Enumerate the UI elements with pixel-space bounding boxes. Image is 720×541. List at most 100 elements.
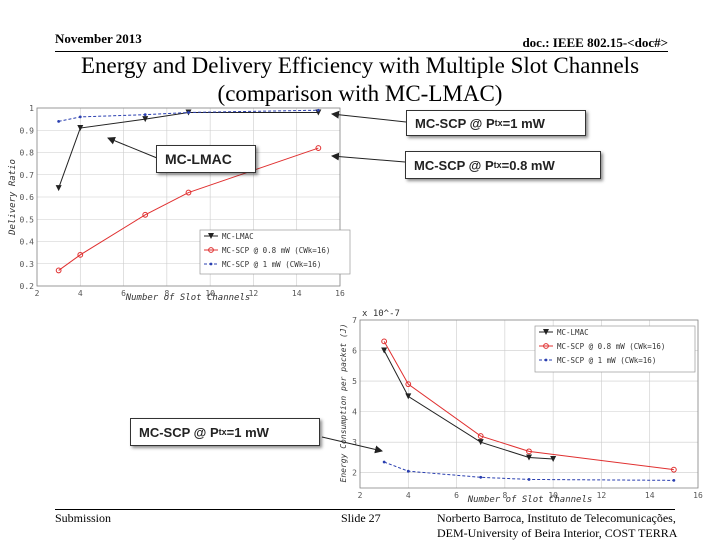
- y-tick-label: 0.8: [20, 149, 35, 158]
- series-line-scp-08mw: [58, 147, 319, 271]
- energy-ylabel: Energy Consumption per packet (J): [339, 324, 348, 483]
- x-tick-label: 8: [164, 289, 169, 298]
- legend-marker-lmac: [208, 233, 214, 239]
- header-doc-id: doc.: IEEE 802.15-<doc#>: [522, 35, 668, 50]
- y-tick-label: 0.6: [20, 193, 35, 202]
- series-line-scp-1mw: [383, 461, 674, 481]
- legend-marker-scp-1mw: [544, 358, 548, 362]
- data-point-scp-1mw: [382, 460, 386, 464]
- y-tick-label: 1: [29, 104, 34, 113]
- x-tick-label: 8: [502, 491, 507, 500]
- x-tick-label: 6: [121, 289, 126, 298]
- x-tick-label: 12: [249, 289, 259, 298]
- data-point-scp-1mw: [527, 478, 531, 481]
- delivery-xlabel: Number of Slot Channels: [125, 293, 251, 303]
- legend-marker-lmac: [543, 329, 549, 335]
- data-point-lmac: [315, 109, 322, 116]
- header-rule: [55, 51, 668, 52]
- data-point-scp-1mw: [78, 115, 82, 119]
- data-point-scp-08mw: [77, 251, 84, 258]
- data-point-lmac: [381, 347, 388, 354]
- energy-xlabel: Number of Slot Channels: [467, 495, 593, 505]
- delivery-ratio-chart: 2 4 6 8 10 12 14 16 0.2 0.3 0.4 0.5 0.6 0.7 0.8 0.9 1 MC…: [8, 104, 351, 303]
- y-tick-label: 3: [352, 438, 357, 447]
- y-tick-label: 7: [352, 316, 357, 325]
- delivery-ylabel: Delivery Ratio: [8, 159, 18, 236]
- data-point-scp-1mw: [143, 113, 147, 117]
- legend-label-scp-1mw: MC-SCP @ 1 mW (CWk=16): [222, 260, 321, 269]
- x-tick-label: 10: [205, 289, 215, 298]
- data-point-scp-1mw: [316, 108, 320, 112]
- x-tick-label: 16: [335, 289, 345, 298]
- data-point-scp-08mw: [142, 211, 149, 218]
- footer-submission: Submission: [55, 511, 112, 525]
- footer-rule: [55, 509, 675, 510]
- series-line-scp-08mw: [383, 341, 674, 471]
- data-point-scp-08mw: [405, 381, 412, 388]
- legend-marker-scp-08mw: [208, 247, 214, 253]
- x-tick-label: 2: [35, 289, 40, 298]
- data-point-scp-08mw: [477, 433, 484, 439]
- x-tick-label: 16: [693, 491, 703, 500]
- data-point-lmac: [526, 454, 532, 461]
- header-date: November 2013: [55, 31, 142, 46]
- legend-box: [199, 229, 351, 275]
- footer-author-line1: Norberto Barroca, Instituto de Telecomun…: [437, 511, 676, 525]
- y-tick-label: 0.3: [20, 260, 35, 269]
- x-tick-label: 14: [645, 491, 655, 500]
- legend-label-lmac: MC-LMAC: [557, 328, 589, 337]
- x-tick-label: 2: [358, 491, 363, 500]
- data-point-scp-08mw: [526, 448, 532, 455]
- x-tick-label: 14: [292, 289, 302, 298]
- data-point-scp-1mw: [57, 119, 61, 123]
- legend-marker-scp-1mw: [209, 262, 213, 266]
- data-point-scp-1mw: [187, 111, 190, 114]
- energy-chart: 2 4 6 8 10 12 14 16 2 3 4 5 6 7 MC-LMAC MC-SCP @ 0.8 m…: [339, 309, 703, 505]
- x-tick-label: 10: [548, 491, 558, 500]
- x-tick-label: 6: [454, 491, 459, 500]
- y-tick-label: 2: [352, 469, 357, 478]
- data-point-lmac: [77, 125, 84, 132]
- y-tick-label: 6: [352, 347, 357, 356]
- x-tick-label: 4: [406, 491, 411, 500]
- legend-label-scp-08mw: MC-SCP @ 0.8 mW (CWk=16): [222, 246, 330, 255]
- data-point-scp-1mw: [672, 478, 676, 482]
- y-tick-label: 4: [352, 408, 357, 417]
- x-tick-label: 12: [597, 491, 607, 500]
- data-point-scp-08mw: [670, 466, 677, 473]
- y-tick-label: 0.4: [20, 238, 35, 247]
- callout-lmac: MC-LMAC: [156, 145, 256, 173]
- footer-slide-number: Slide 27: [341, 511, 381, 525]
- data-point-scp-08mw: [315, 145, 322, 151]
- y-tick-label: 0.7: [20, 171, 35, 180]
- y-tick-label: 0.9: [20, 126, 35, 135]
- slide-title-line2: (comparison with MC-LMAC): [217, 81, 503, 106]
- plot-frame: [359, 319, 699, 489]
- y-tick-label: 0.2: [20, 282, 35, 291]
- slide-title-line1: Energy and Delivery Efficiency with Mult…: [80, 53, 640, 78]
- x-tick-label: 4: [78, 289, 83, 298]
- plot-frame: [36, 107, 341, 287]
- legend-label-scp-1mw: MC-SCP @ 1 mW (CWk=16): [557, 356, 656, 365]
- energy-exponent-label: x 10^-7: [362, 309, 400, 319]
- y-tick-label: 0.5: [20, 215, 35, 224]
- data-point-lmac: [142, 116, 149, 123]
- series-line-lmac: [383, 350, 554, 460]
- data-point-scp-08mw: [381, 338, 388, 345]
- data-point-lmac: [55, 185, 62, 192]
- legend-label-lmac: MC-LMAC: [222, 232, 254, 241]
- data-point-scp-08mw: [55, 267, 62, 274]
- footer-author-line2: DEM-University of Beira Interior, COST T…: [437, 526, 678, 540]
- data-point-lmac: [405, 393, 412, 400]
- legend-marker-scp-08mw: [543, 343, 549, 349]
- data-point-lmac: [550, 455, 557, 462]
- data-point-scp-1mw: [479, 475, 483, 479]
- data-point-scp-1mw: [406, 469, 410, 473]
- data-point-lmac: [477, 439, 484, 446]
- y-tick-label: 5: [352, 377, 357, 386]
- legend-box: [534, 325, 696, 373]
- legend-label-scp-08mw: MC-SCP @ 0.8 mW (CWk=16): [557, 342, 665, 351]
- data-point-scp-08mw: [185, 189, 192, 196]
